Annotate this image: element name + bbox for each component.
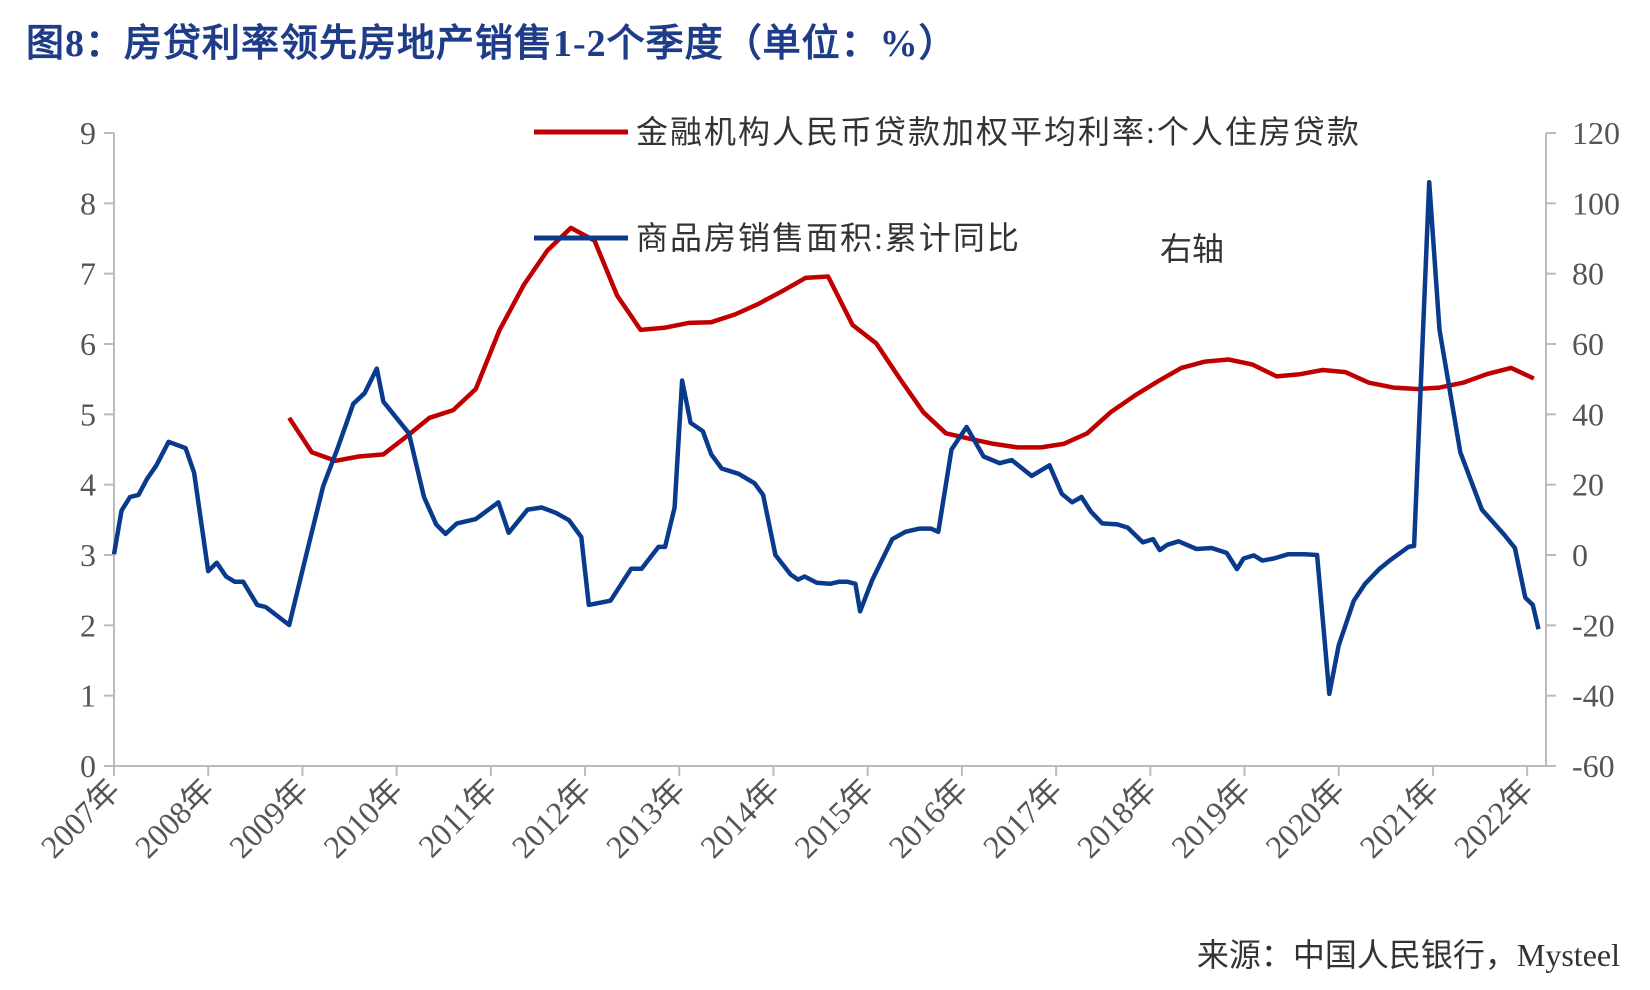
y-tick-label: 3: [80, 537, 96, 573]
y2-tick-label: 40: [1572, 396, 1604, 432]
y2-tick-label: 0: [1572, 537, 1588, 573]
data-line: [111, 179, 1541, 697]
x-tick-label: 2012年: [505, 771, 598, 864]
x-tick-label: 2020年: [1258, 771, 1351, 864]
y-tick-label: 8: [80, 185, 96, 221]
x-tick-label: 2007年: [34, 771, 127, 864]
chart-title: 图8：房贷利率领先房地产销售1-2个季度（单位：%）: [26, 23, 958, 65]
y2-tick-label: 60: [1572, 326, 1604, 362]
legend-label: 金融机构人民币贷款加权平均利率:个人住房贷款: [636, 114, 1361, 150]
y-tick-label: 9: [80, 115, 96, 151]
x-tick-label: 2016年: [881, 771, 974, 864]
x-tick-label: 2022年: [1447, 771, 1540, 864]
x-tick-label: 2014年: [693, 771, 786, 864]
data-line: [287, 225, 1535, 464]
y-tick-label: 6: [80, 326, 96, 362]
x-tick-label: 2021年: [1353, 771, 1446, 864]
y2-tick-label: -40: [1572, 678, 1615, 714]
x-tick-label: 2018年: [1070, 771, 1163, 864]
y2-tick-label: 20: [1572, 467, 1604, 503]
x-tick-label: 2015年: [787, 771, 880, 864]
x-tick-label: 2019年: [1164, 771, 1257, 864]
y2-tick-label: 120: [1572, 115, 1620, 151]
x-tick-label: 2013年: [599, 771, 692, 864]
x-tick-label: 2011年: [411, 771, 504, 864]
y2-tick-label: -20: [1572, 607, 1615, 643]
y-tick-label: 0: [80, 748, 96, 784]
y-tick-label: 5: [80, 396, 96, 432]
y2-tick-label: -60: [1572, 748, 1615, 784]
annotation: 右轴: [1160, 231, 1225, 267]
y-tick-label: 7: [80, 256, 96, 292]
x-tick-label: 2009年: [222, 771, 315, 864]
y-tick-label: 1: [80, 678, 96, 714]
x-tick-label: 2008年: [128, 771, 221, 864]
y2-tick-label: 80: [1572, 256, 1604, 292]
x-tick-label: 2010年: [316, 771, 409, 864]
legend-label: 商品房销售面积:累计同比: [636, 220, 1021, 256]
y-tick-label: 4: [80, 467, 96, 503]
x-tick-label: 2017年: [976, 771, 1069, 864]
y-tick-label: 2: [80, 607, 96, 643]
y2-tick-label: 100: [1572, 185, 1620, 221]
source-note: 来源：中国人民银行，Mysteel: [1196, 937, 1620, 973]
